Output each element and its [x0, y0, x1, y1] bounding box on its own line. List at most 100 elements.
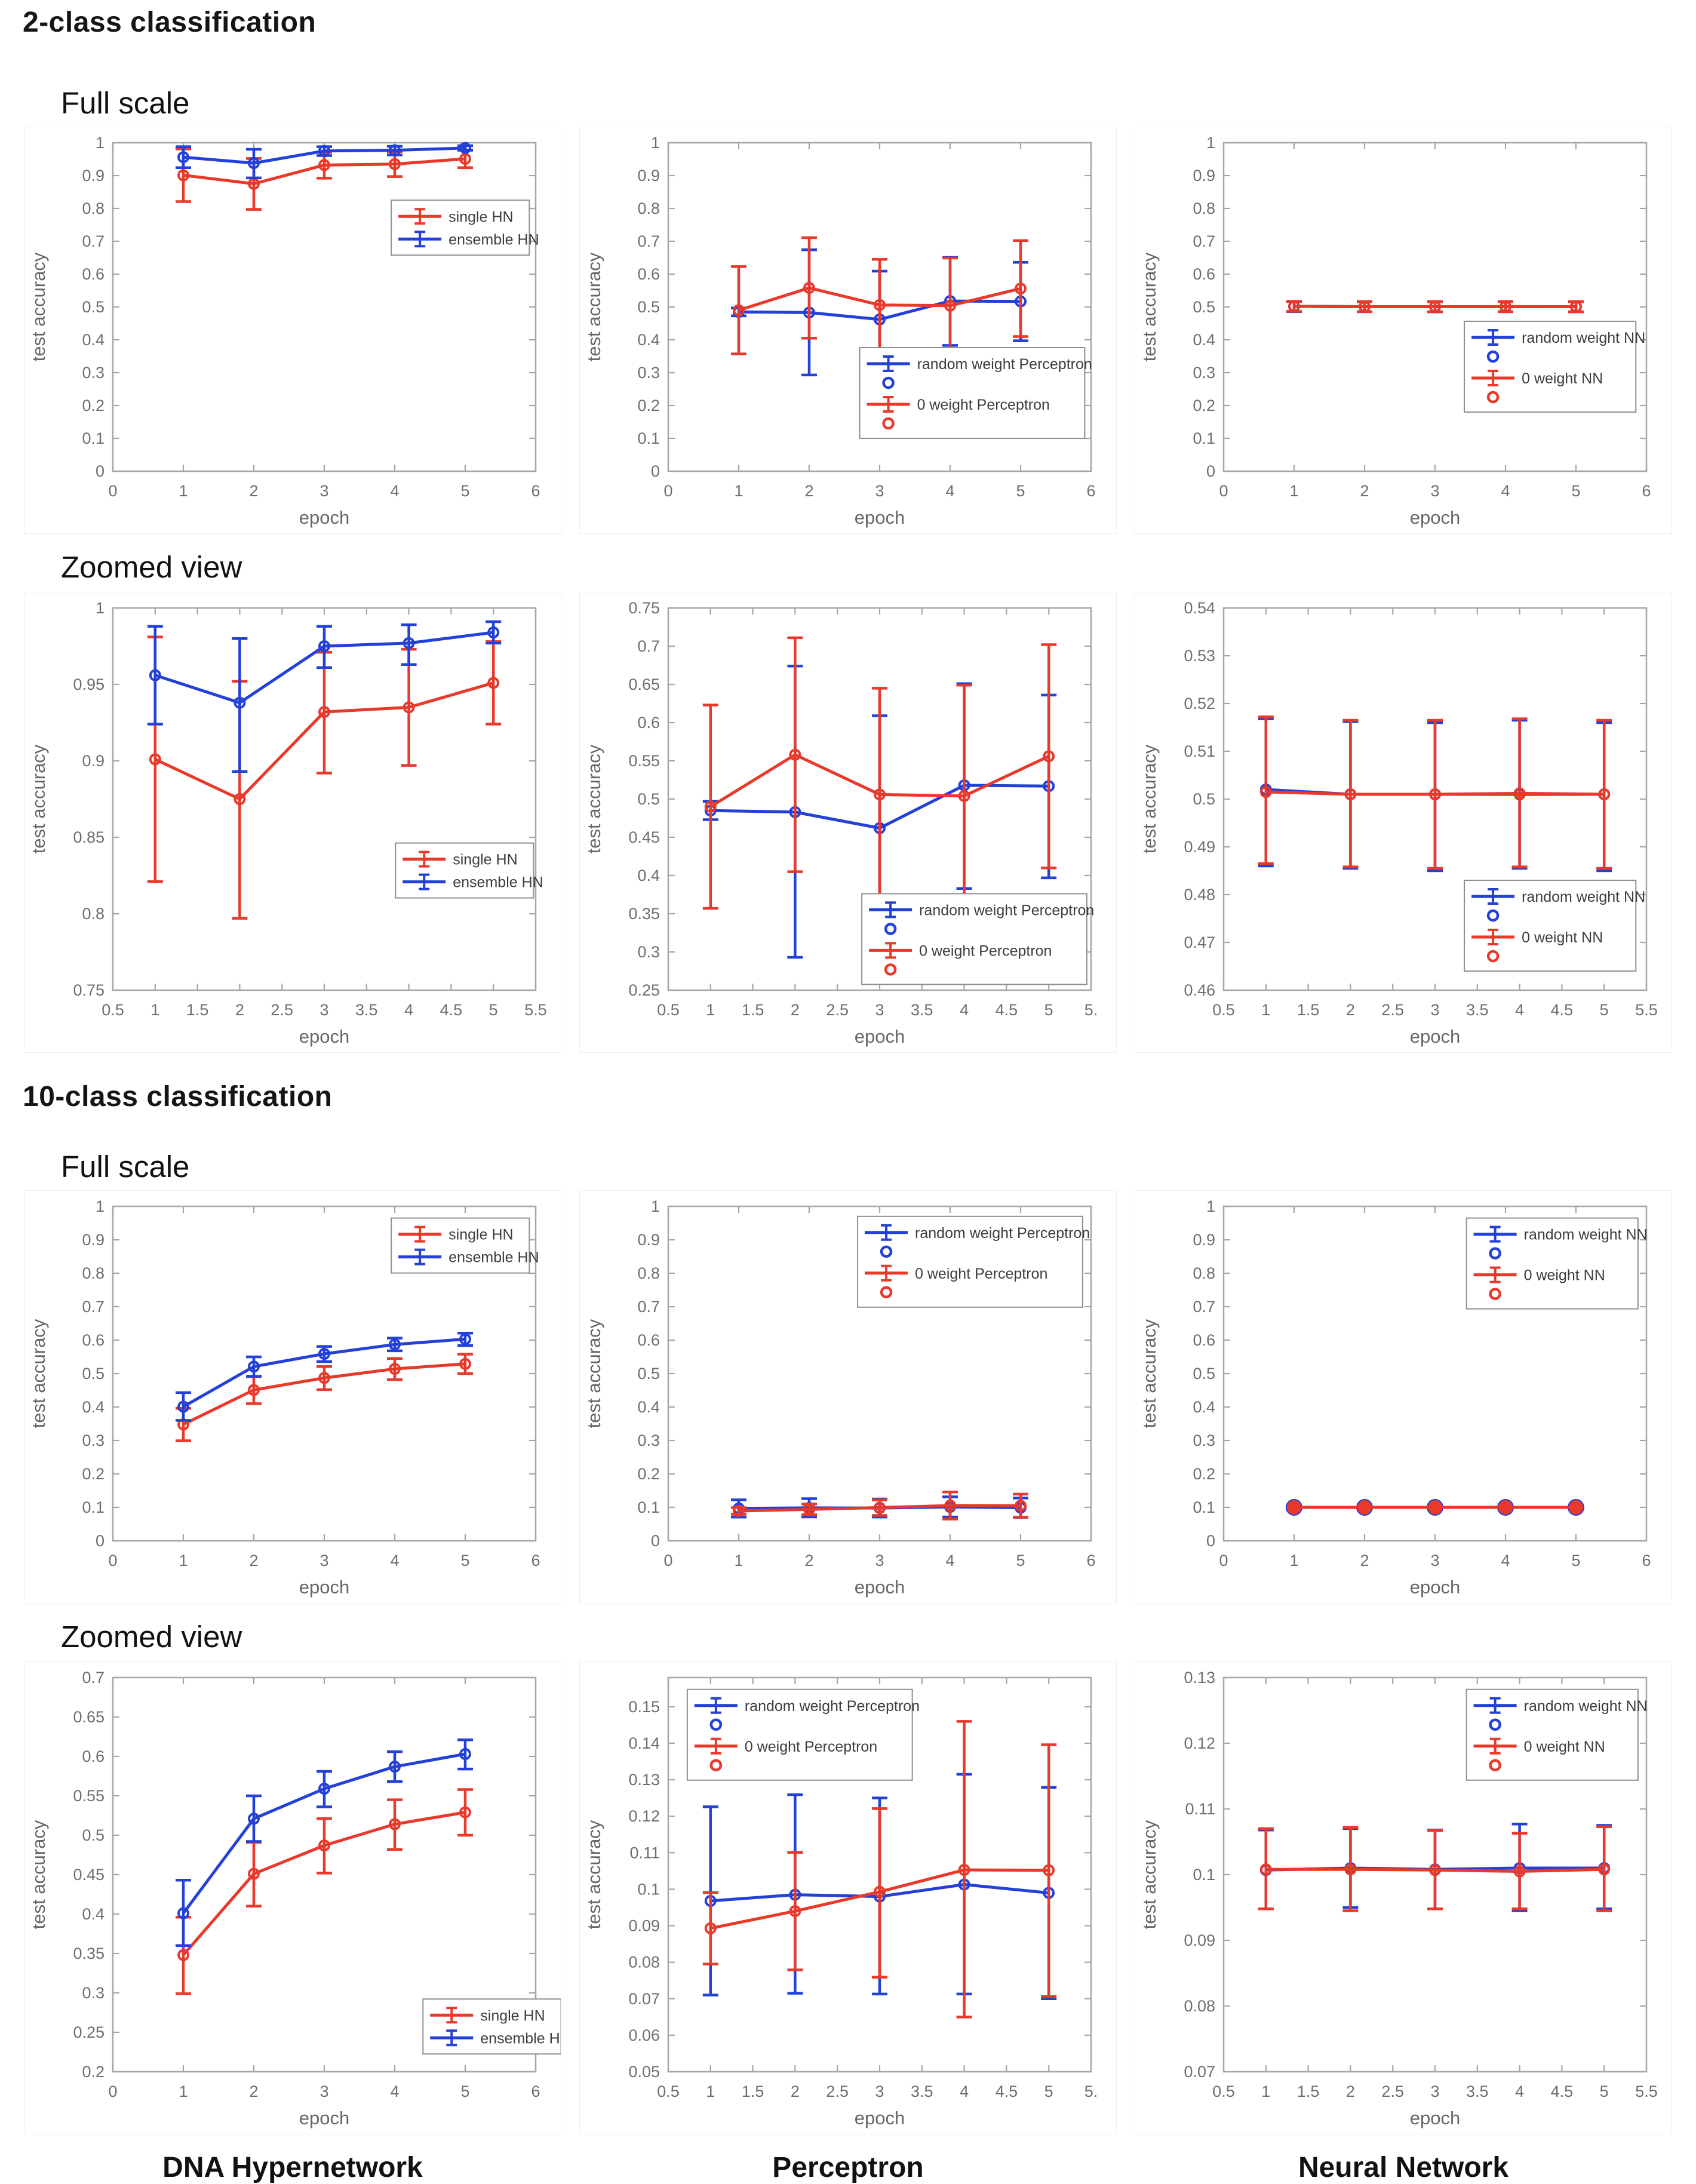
svg-text:0.3: 0.3	[82, 1432, 105, 1449]
svg-text:epoch: epoch	[855, 2108, 905, 2128]
svg-text:0.3: 0.3	[82, 364, 105, 382]
svg-text:3: 3	[1430, 2082, 1439, 2100]
svg-text:2: 2	[804, 482, 813, 500]
svg-text:0: 0	[96, 1532, 105, 1550]
svg-text:test accuracy: test accuracy	[28, 1319, 49, 1428]
legend: random weight NN 0 weight NN	[1464, 880, 1645, 972]
svg-text:4: 4	[390, 2082, 399, 2100]
svg-text:1: 1	[651, 134, 660, 152]
row-label-zoomed-view-10class: Zoomed view	[61, 1620, 242, 1654]
svg-text:0.9: 0.9	[82, 752, 105, 770]
svg-text:5: 5	[1571, 1552, 1580, 1569]
svg-text:0.5: 0.5	[657, 2082, 680, 2100]
chart-2class-zoom-dna-hypernetwork: 0.5 1 1.5 2 2.5 3 3.5 4 4.5 5 5.5 0.75 0.8 0.85 0.9 0.9…	[24, 592, 561, 1053]
svg-text:0.53: 0.53	[1184, 647, 1215, 665]
svg-text:0.6: 0.6	[82, 265, 105, 283]
svg-text:1.5: 1.5	[1297, 2082, 1320, 2100]
svg-text:5: 5	[460, 2082, 469, 2100]
svg-text:0.1: 0.1	[1193, 1866, 1215, 1884]
legend: random weight Perceptron 0 weight Percept…	[686, 1688, 920, 1781]
svg-text:2: 2	[249, 2082, 258, 2100]
svg-text:6: 6	[531, 1552, 540, 1569]
svg-text:0.05: 0.05	[628, 2063, 660, 2081]
svg-text:0.5: 0.5	[1212, 2082, 1235, 2100]
svg-text:5.5: 5.5	[1635, 2082, 1658, 2100]
svg-text:5: 5	[1044, 2082, 1053, 2100]
svg-text:0.3: 0.3	[637, 1432, 660, 1449]
svg-text:0: 0	[96, 462, 105, 480]
svg-text:0.46: 0.46	[1184, 981, 1215, 999]
svg-text:1: 1	[179, 2082, 188, 2100]
svg-text:0.49: 0.49	[1184, 838, 1215, 856]
svg-text:3: 3	[319, 1001, 328, 1019]
svg-text:0.7: 0.7	[1193, 232, 1215, 250]
svg-text:4.5: 4.5	[440, 1001, 463, 1019]
svg-text:0.2: 0.2	[1193, 1465, 1215, 1483]
svg-text:0.2: 0.2	[637, 397, 660, 414]
chart-10class-zoom-perceptron: 0.5 1 1.5 2 2.5 3 3.5 4 4.5 5 5. 0.05 0.06 0.07 0.08 0.…	[579, 1661, 1117, 2134]
series-red	[176, 1788, 473, 1995]
svg-text:0.7: 0.7	[637, 232, 660, 250]
svg-text:0.52: 0.52	[1184, 695, 1215, 712]
svg-text:test accuracy: test accuracy	[583, 1319, 604, 1428]
svg-text:0: 0	[651, 462, 660, 480]
svg-text:4: 4	[390, 482, 399, 500]
svg-text:6: 6	[1642, 1552, 1651, 1569]
legend: single HN ensemble HN	[395, 842, 543, 899]
svg-text:random weight NN: random weight NN	[1522, 330, 1645, 346]
chart-canvas-c10_full_nn: 0 1 2 3 4 5 6 0 0.1 0.2 0.3 0.4 0.5 0.6 0.7 0.8 0.9 1 epoc…	[1139, 1197, 1651, 1598]
svg-text:0.9: 0.9	[82, 167, 105, 185]
chart-canvas-c10_zoom_hn: 0 1 2 3 4 5 6 0.2 0.25 0.3 0.35 0.4 0.45 0.5 0.55 0.6 0.…	[28, 1669, 561, 2128]
legend: random weight Perceptron 0 weight Percept…	[857, 1215, 1090, 1308]
svg-text:ensemble HN: ensemble HN	[480, 2030, 561, 2047]
svg-text:5: 5	[1600, 2082, 1609, 2100]
svg-text:0: 0	[651, 1532, 660, 1550]
svg-text:2: 2	[791, 1001, 800, 1019]
svg-text:5.: 5.	[1084, 1001, 1098, 1019]
svg-text:2: 2	[249, 482, 258, 500]
svg-text:5: 5	[460, 482, 469, 500]
chart-2class-full-perceptron: 0 1 2 3 4 5 6 0 0.1 0.2 0.3 0.4 0.5 0.6 0.7 0.8 0.9 1 epoc…	[579, 127, 1117, 534]
svg-text:0.4: 0.4	[1193, 331, 1215, 349]
svg-text:0: 0	[1219, 1552, 1228, 1569]
section-title-10class: 10-class classification	[23, 1081, 333, 1113]
svg-text:0.1: 0.1	[82, 429, 105, 447]
svg-text:5: 5	[1571, 482, 1580, 500]
svg-text:3.5: 3.5	[911, 1001, 933, 1019]
svg-text:0.9: 0.9	[637, 1231, 660, 1249]
chart-10class-full-neural-network: 0 1 2 3 4 5 6 0 0.1 0.2 0.3 0.4 0.5 0.6 0.7 0.8 0.9 1 epoc…	[1135, 1190, 1672, 1604]
series-blue	[176, 1738, 473, 1948]
svg-text:0.5: 0.5	[82, 1826, 105, 1844]
svg-text:2: 2	[1360, 1552, 1369, 1569]
svg-text:0 weight Perceptron: 0 weight Perceptron	[745, 1738, 877, 1755]
svg-text:0.2: 0.2	[82, 2063, 105, 2081]
svg-text:2: 2	[791, 2082, 800, 2100]
svg-text:6: 6	[1642, 482, 1651, 500]
row-label-full-scale-10class: Full scale	[61, 1150, 190, 1184]
svg-text:1: 1	[1206, 134, 1215, 152]
svg-text:1: 1	[150, 1001, 159, 1019]
svg-text:4: 4	[1501, 1552, 1510, 1569]
chart-canvas-c10_full_perceptron: 0 1 2 3 4 5 6 0 0.1 0.2 0.3 0.4 0.5 0.6 0.7 0.8 0.9 1 epoc…	[583, 1197, 1096, 1598]
svg-text:0 weight NN: 0 weight NN	[1524, 1267, 1605, 1284]
svg-text:0.9: 0.9	[1193, 167, 1215, 185]
svg-text:4: 4	[404, 1001, 413, 1019]
chart-canvas-c2_zoom_hn: 0.5 1 1.5 2 2.5 3 3.5 4 4.5 5 5.5 0.75 0.8 0.85 0.9 0.9…	[28, 599, 547, 1047]
svg-text:2.5: 2.5	[826, 1001, 849, 1019]
svg-text:epoch: epoch	[1410, 1577, 1460, 1598]
svg-text:3: 3	[319, 482, 328, 500]
svg-text:0 weight NN: 0 weight NN	[1524, 1738, 1605, 1755]
svg-text:0.13: 0.13	[1184, 1669, 1215, 1687]
svg-text:4: 4	[945, 1552, 954, 1569]
svg-text:3: 3	[875, 2082, 884, 2100]
svg-text:4.5: 4.5	[996, 1001, 1018, 1019]
svg-text:0.8: 0.8	[82, 199, 105, 217]
legend: single HN ensemble HN	[391, 199, 539, 256]
chart-canvas-c2_full_nn: 0 1 2 3 4 5 6 0 0.1 0.2 0.3 0.4 0.5 0.6 0.7 0.8 0.9 1 epoc…	[1139, 134, 1651, 528]
svg-text:0.1: 0.1	[1193, 1498, 1215, 1516]
svg-text:0.6: 0.6	[1193, 1331, 1215, 1349]
svg-text:3.5: 3.5	[1466, 2082, 1489, 2100]
charts-row-2class-zoom: 0.5 1 1.5 2 2.5 3 3.5 4 4.5 5 5.5 0.75 0.8 0.85 0.9 0.9…	[0, 592, 1696, 1053]
svg-text:1: 1	[1261, 1001, 1270, 1019]
